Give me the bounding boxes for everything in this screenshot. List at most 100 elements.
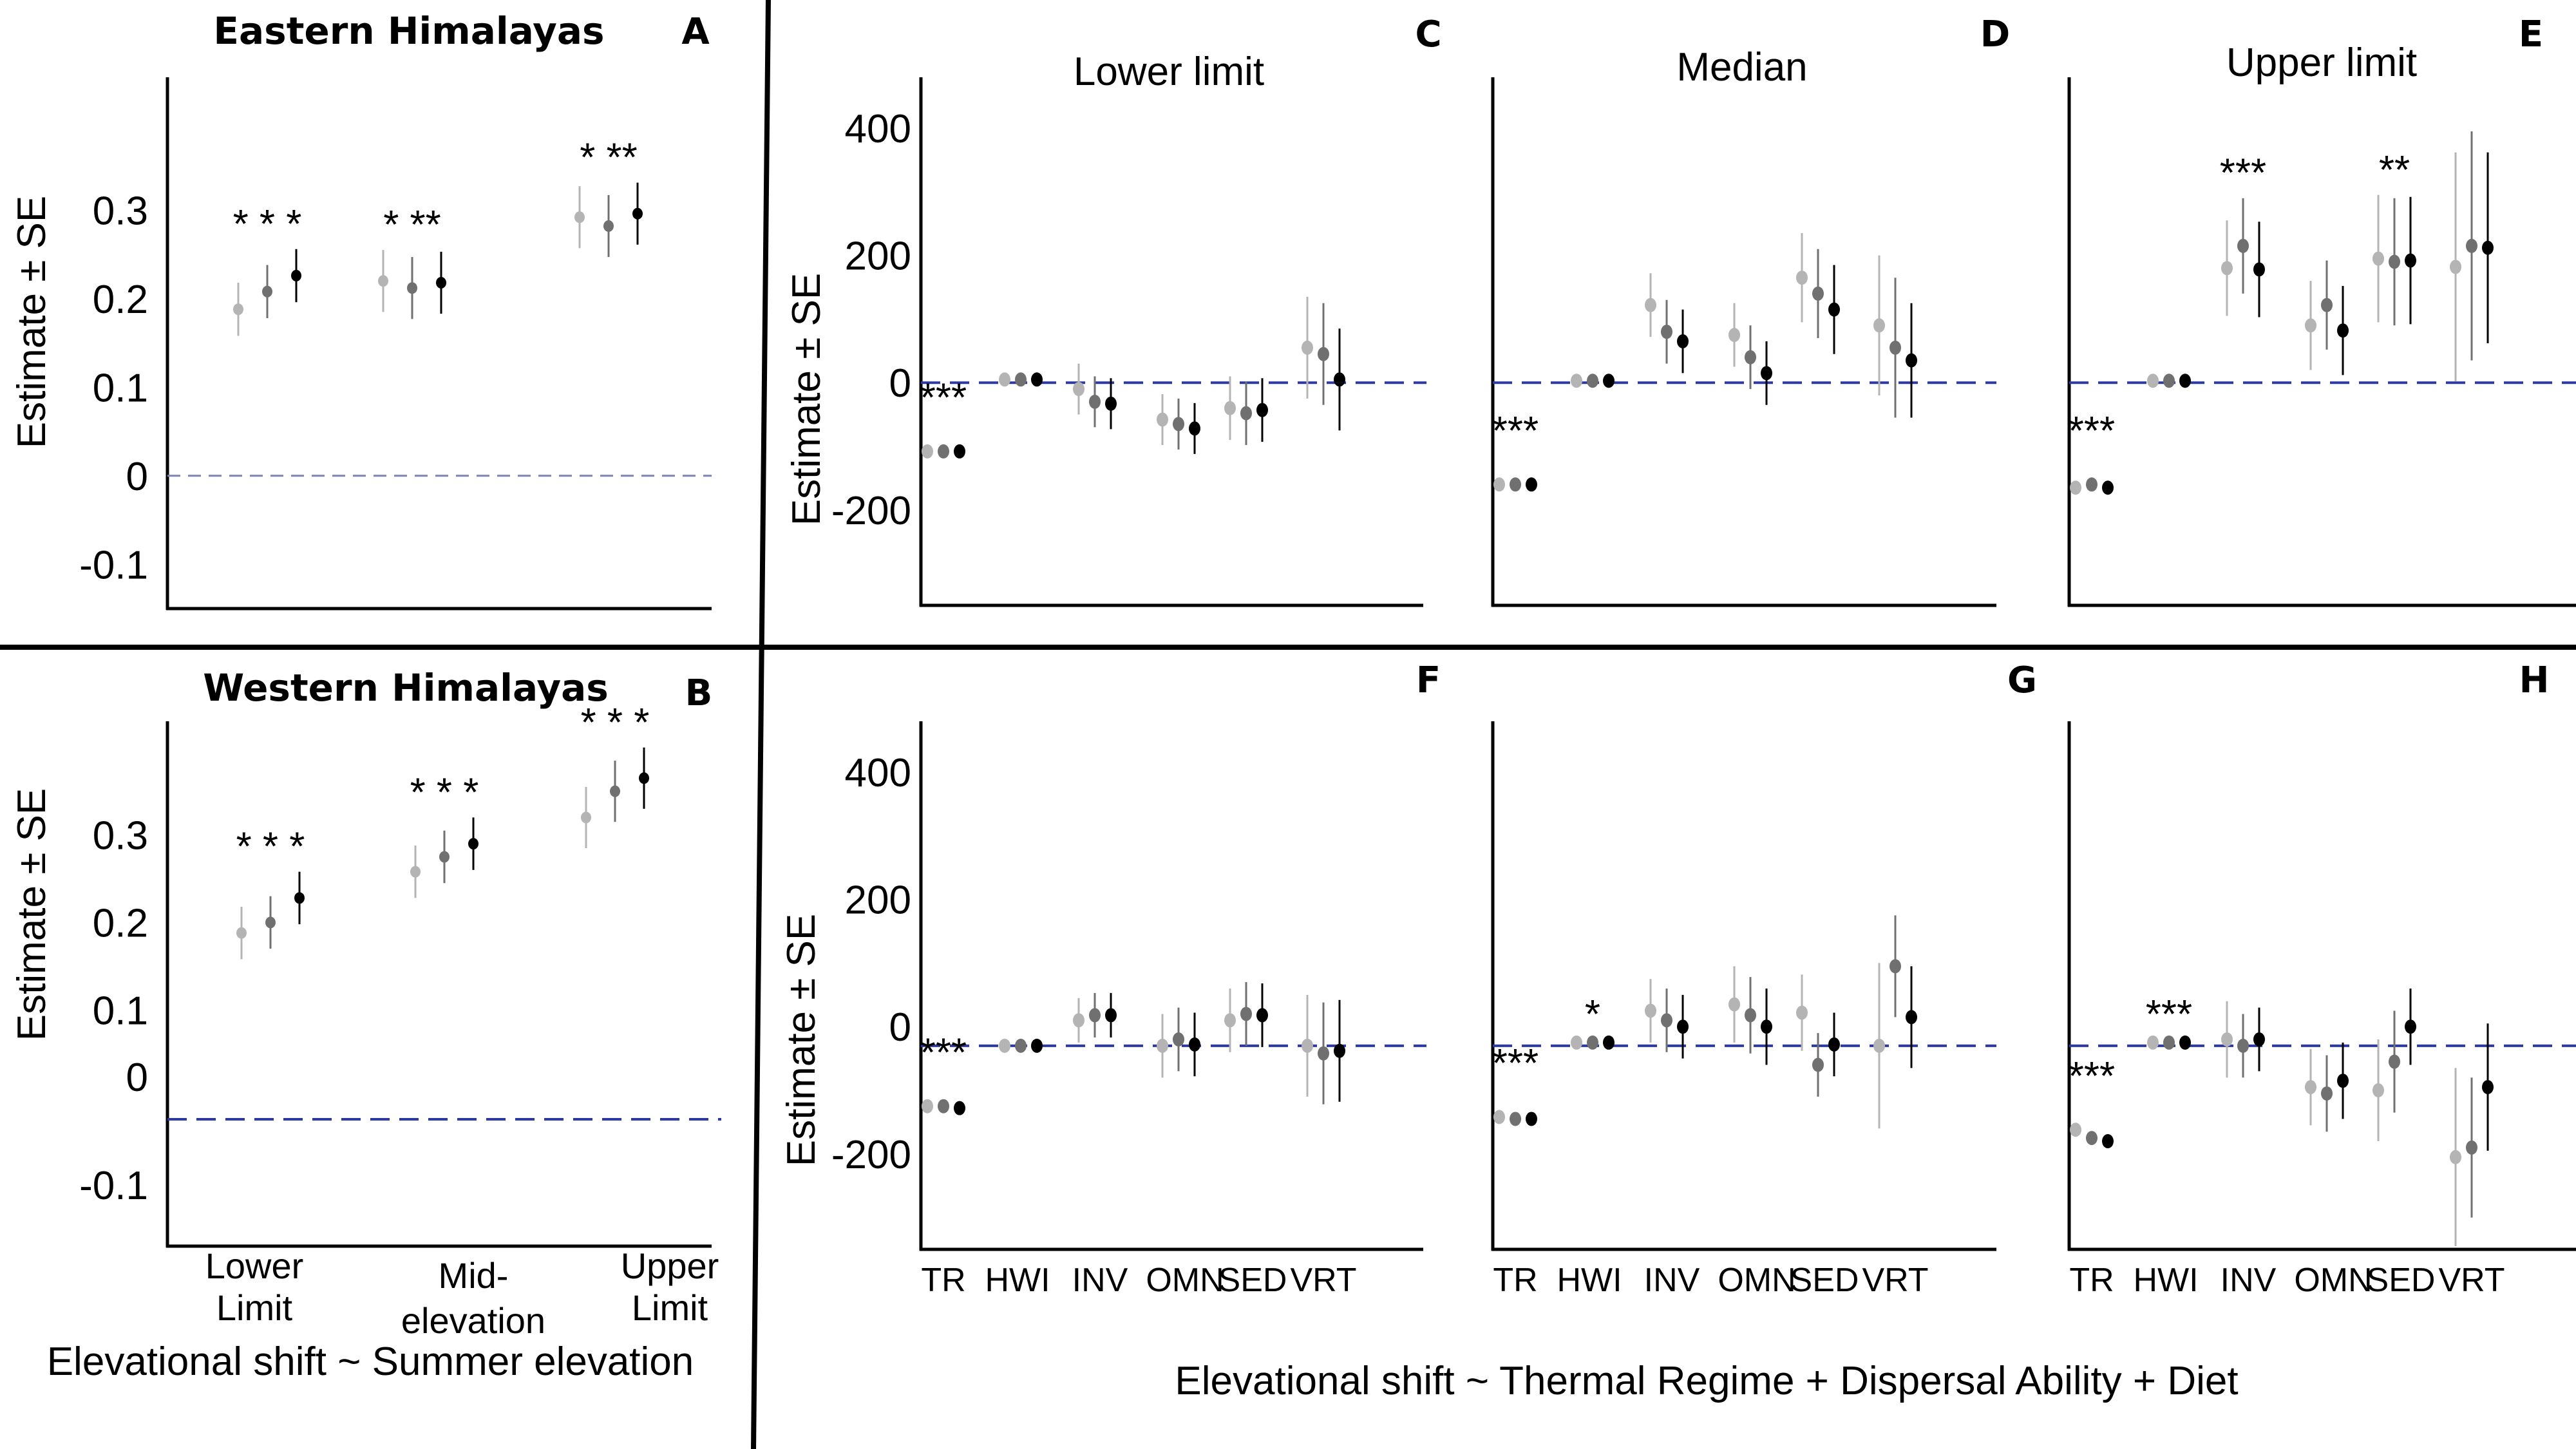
data-point bbox=[233, 303, 243, 316]
data-point bbox=[581, 811, 591, 824]
y-tick-label: -0.1 bbox=[79, 1164, 148, 1208]
data-point bbox=[2237, 238, 2249, 253]
category-label: Limit bbox=[216, 1287, 293, 1328]
data-point bbox=[1873, 318, 1885, 333]
category-label: Upper bbox=[621, 1245, 719, 1286]
data-point bbox=[2321, 1086, 2333, 1101]
data-point bbox=[407, 282, 417, 294]
data-point bbox=[938, 1099, 949, 1113]
category-label: Mid- bbox=[439, 1255, 509, 1296]
category-label: VRT bbox=[1290, 1262, 1356, 1299]
data-point bbox=[1661, 325, 1672, 339]
data-point bbox=[1157, 1038, 1168, 1053]
data-point bbox=[2372, 1083, 2384, 1098]
data-point bbox=[1603, 1035, 1615, 1050]
data-point bbox=[2221, 1032, 2233, 1046]
y-tick-label: -200 bbox=[831, 1133, 911, 1177]
y-axis-label: Estimate ± SE bbox=[10, 196, 54, 448]
significance-marker: * ** bbox=[383, 203, 441, 247]
data-point bbox=[2337, 1074, 2349, 1088]
data-point bbox=[2102, 480, 2114, 495]
data-point bbox=[1256, 1008, 1268, 1023]
data-point bbox=[2305, 1080, 2316, 1095]
y-tick-label: -0.1 bbox=[79, 543, 148, 587]
y-tick-label: 0 bbox=[889, 361, 911, 406]
y-tick-label: 0.3 bbox=[93, 814, 148, 858]
category-label: SED bbox=[1790, 1262, 1859, 1299]
y-axis-label: Estimate ± SE bbox=[779, 914, 824, 1166]
data-point bbox=[1318, 1046, 1329, 1061]
significance-marker: * * * bbox=[236, 825, 305, 869]
x-axis-label: Elevational shift ~ Summer elevation bbox=[47, 1340, 694, 1384]
data-point bbox=[1728, 997, 1740, 1012]
category-label: TR bbox=[1493, 1262, 1537, 1299]
data-point bbox=[1173, 417, 1184, 431]
data-point bbox=[2389, 1054, 2400, 1069]
category-label: INV bbox=[1072, 1262, 1128, 1299]
significance-marker: *** bbox=[2069, 1054, 2115, 1099]
divider-vertical bbox=[751, 0, 771, 1449]
category-label: HWI bbox=[2133, 1262, 2198, 1299]
data-point bbox=[1224, 1013, 1236, 1028]
data-point bbox=[1105, 1008, 1117, 1023]
y-tick-label: 0.1 bbox=[93, 989, 148, 1033]
data-point bbox=[603, 220, 614, 232]
category-label: elevation bbox=[401, 1300, 545, 1341]
data-point bbox=[1173, 1032, 1184, 1046]
data-point bbox=[1015, 372, 1027, 387]
data-point bbox=[1906, 353, 1917, 368]
category-label: INV bbox=[1644, 1262, 1700, 1299]
data-point bbox=[610, 785, 620, 797]
data-point bbox=[1745, 350, 1756, 365]
panel-b: Western Himalayas B Estimate ± SE 0.3 0.2 0.1… bbox=[10, 666, 721, 1384]
data-point bbox=[2086, 477, 2098, 492]
data-point bbox=[1873, 1038, 1885, 1053]
data-point bbox=[2321, 298, 2333, 312]
data-point bbox=[1889, 959, 1901, 974]
y-tick-label: 200 bbox=[845, 878, 911, 923]
data-point bbox=[2305, 318, 2316, 333]
y-axis-label: Estimate ± SE bbox=[784, 273, 829, 526]
data-point bbox=[468, 838, 478, 850]
data-point bbox=[1256, 402, 1268, 417]
panel-letter: G bbox=[2007, 659, 2037, 701]
category-label: TR bbox=[2069, 1262, 2114, 1299]
data-point bbox=[2372, 251, 2384, 266]
data-point bbox=[2405, 1019, 2416, 1034]
data-point bbox=[1302, 1038, 1313, 1053]
right-x-axis-label: Elevational shift ~ Thermal Regime + Dis… bbox=[1175, 1359, 2238, 1403]
panel-c: Lower limit C Estimate ± SE 400 200 0 -200 *** bbox=[784, 14, 1442, 607]
data-point bbox=[2179, 374, 2191, 388]
data-point bbox=[2237, 1038, 2249, 1053]
data-point bbox=[2086, 1131, 2098, 1146]
data-point bbox=[1105, 396, 1117, 411]
category-label: Lower bbox=[205, 1245, 304, 1286]
data-point bbox=[922, 444, 933, 459]
data-point bbox=[262, 285, 272, 298]
y-tick-label: 400 bbox=[845, 751, 911, 795]
y-tick-label: -200 bbox=[831, 489, 911, 533]
significance-marker: *** bbox=[2069, 409, 2115, 453]
category-label: HWI bbox=[1557, 1262, 1622, 1299]
panel-letter: A bbox=[681, 11, 710, 53]
category-label: HWI bbox=[985, 1262, 1050, 1299]
category-label: INV bbox=[2221, 1262, 2277, 1299]
data-point bbox=[2450, 1150, 2461, 1164]
category-label: TR bbox=[921, 1262, 965, 1299]
panel-f: F Estimate ± SE 400 200 0 -200 *** TR HWI INV OMNS… bbox=[779, 659, 1441, 1299]
data-point bbox=[954, 444, 965, 459]
y-tick-label: 0.3 bbox=[93, 189, 148, 233]
data-point bbox=[439, 851, 450, 863]
data-point bbox=[1603, 374, 1615, 388]
data-point bbox=[1318, 346, 1329, 361]
panel-title: Median bbox=[1676, 45, 1807, 90]
data-point bbox=[2253, 262, 2265, 277]
category-label: VRT bbox=[1862, 1262, 1928, 1299]
data-point bbox=[1073, 382, 1084, 397]
data-point bbox=[2179, 1035, 2191, 1050]
data-point bbox=[1302, 340, 1313, 355]
significance-marker: *** bbox=[1492, 409, 1539, 453]
data-point bbox=[1571, 374, 1582, 388]
data-point bbox=[1240, 406, 1252, 421]
